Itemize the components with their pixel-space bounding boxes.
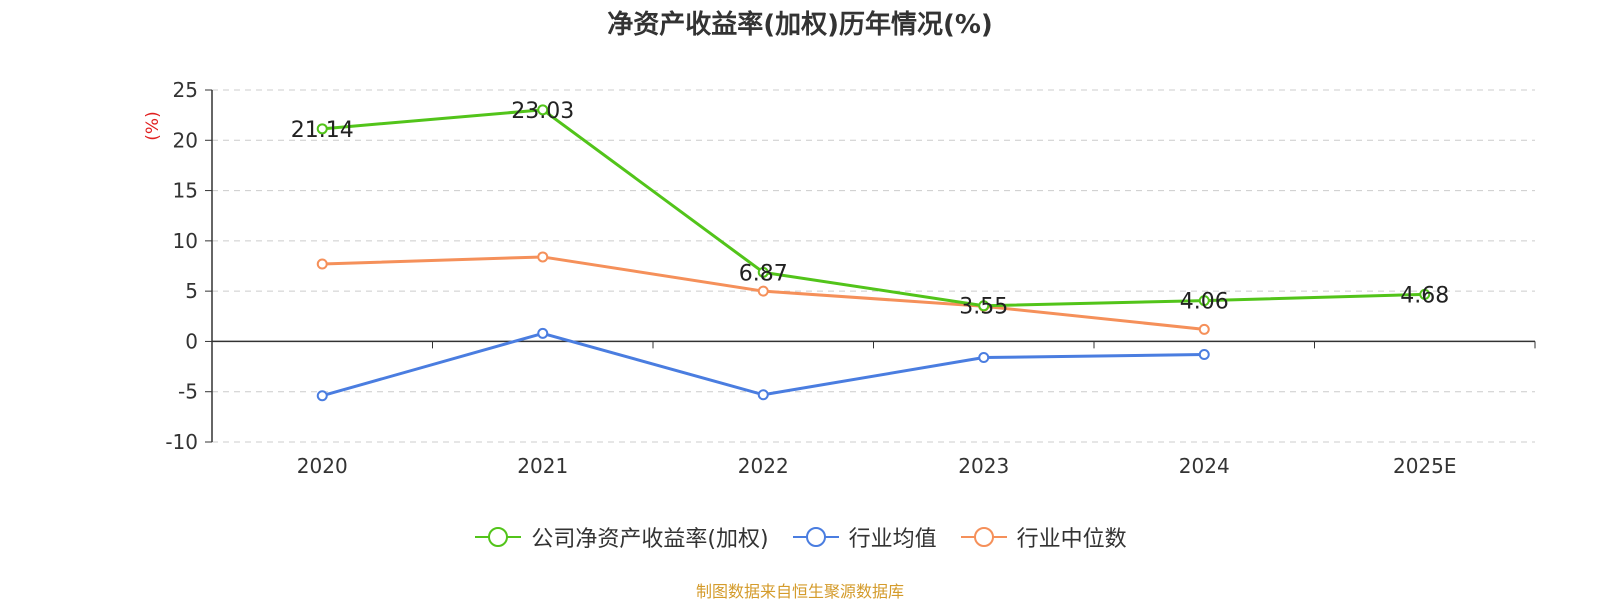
- x-tick-label: 2022: [738, 454, 789, 478]
- data-label: 3.55: [959, 295, 1008, 320]
- series-line: [322, 108, 1425, 308]
- y-tick-label: -10: [165, 430, 198, 454]
- legend-label: 行业中位数: [1016, 527, 1127, 552]
- y-tick-label: -5: [178, 380, 198, 404]
- data-point: [1419, 288, 1431, 300]
- x-tick-label: 2020: [297, 454, 348, 478]
- legend-item-industry-median[interactable]: 行业中位数: [959, 521, 1127, 553]
- data-label: 23.03: [511, 99, 574, 124]
- data-point: [978, 300, 990, 312]
- data-point: [537, 251, 549, 263]
- chart-title: 净资产收益率(加权)历年情况(%): [607, 10, 993, 40]
- data-point: [1198, 295, 1210, 307]
- legend-line-circle-icon: [960, 527, 1007, 547]
- x-tick-label: 2024: [1179, 454, 1230, 478]
- y-tick-label: 5: [185, 279, 198, 303]
- x-tick-label: 2023: [958, 454, 1009, 478]
- data-point: [537, 104, 549, 116]
- y-tick-label: 20: [173, 128, 198, 152]
- data-point: [316, 390, 328, 402]
- legend-line-circle-icon: [792, 527, 839, 547]
- y-tick-label: 0: [185, 329, 198, 353]
- series-line: [321, 331, 1205, 398]
- legend: 公司净资产收益率(加权) 行业均值 行业中位数: [0, 522, 1600, 552]
- data-label: 6.87: [739, 261, 788, 286]
- data-point: [757, 285, 769, 297]
- y-tick-label: 15: [173, 179, 198, 203]
- data-point: [1198, 323, 1210, 335]
- legend-item-industry-mean[interactable]: 行业均值: [791, 521, 937, 553]
- data-point: [757, 266, 769, 278]
- data-point: [316, 123, 328, 135]
- y-tick-label: 25: [173, 78, 198, 102]
- data-label: 4.06: [1180, 290, 1229, 315]
- legend-label: 公司净资产收益率(加权): [531, 527, 769, 552]
- y-tick-label: 10: [173, 229, 198, 253]
- data-point: [1198, 349, 1210, 361]
- data-source-note: 制图数据来自恒生聚源数据库: [695, 582, 904, 601]
- data-point: [537, 327, 549, 339]
- legend-line-circle-icon: [475, 527, 522, 547]
- y-axis-title: (%): [143, 111, 163, 140]
- data-label: 4.68: [1400, 283, 1449, 308]
- data-point: [978, 352, 990, 364]
- legend-label: 行业均值: [848, 527, 937, 552]
- line-chart: 25 20 15 10 5 0 -5 -10 2020 2021 2022 2023 2024 2025E…: [143, 78, 1536, 478]
- data-label: 21.14: [291, 118, 354, 143]
- data-point: [316, 258, 328, 270]
- data-point: [757, 389, 769, 401]
- legend-item-company-roe[interactable]: 公司净资产收益率(加权): [473, 521, 769, 553]
- x-tick-label: 2021: [517, 454, 568, 478]
- x-tick-label: 2025E: [1393, 454, 1457, 478]
